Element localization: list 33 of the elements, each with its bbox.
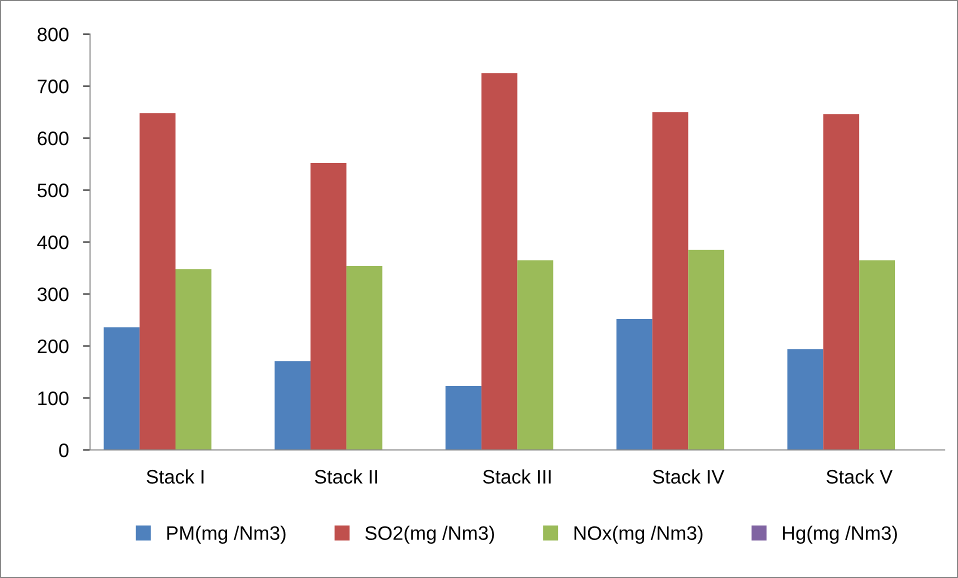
y-tick-label: 200	[38, 339, 68, 354]
x-tick-label: Stack V	[826, 469, 893, 484]
y-tick-label: 300	[38, 287, 68, 302]
bar	[787, 349, 824, 450]
bar	[652, 112, 688, 450]
bar	[823, 114, 860, 450]
x-tick-label: Stack II	[314, 469, 378, 484]
bar	[616, 318, 652, 450]
legend-label: Hg(mg /Nm3)	[783, 526, 897, 544]
y-tick-label: 100	[38, 391, 68, 406]
bar	[140, 113, 176, 450]
x-tick-label: Stack III	[483, 469, 551, 484]
y-tick-label: 600	[38, 132, 68, 146]
bar	[310, 163, 346, 450]
bar	[517, 260, 554, 450]
y-tick-label: 400	[37, 236, 68, 250]
bar	[859, 260, 896, 450]
y-tick-label: 0	[59, 443, 68, 458]
bar	[688, 250, 724, 450]
legend-label: NOx(mg /Nm3)	[574, 526, 702, 544]
bar	[481, 73, 518, 450]
bar	[274, 361, 311, 450]
x-tick-label: Stack I	[146, 469, 204, 484]
x-tick-label: Stack IV	[652, 469, 724, 484]
bar	[104, 327, 140, 450]
bar	[346, 266, 382, 450]
legend-label: SO2(mg /Nm3)	[365, 526, 494, 544]
legend-label: PM(mg /Nm3)	[167, 526, 286, 544]
y-tick-label: 800	[38, 28, 68, 42]
y-tick-label: 500	[38, 184, 68, 198]
y-tick-label: 700	[38, 80, 68, 94]
bar	[176, 269, 212, 450]
bar	[446, 386, 482, 450]
